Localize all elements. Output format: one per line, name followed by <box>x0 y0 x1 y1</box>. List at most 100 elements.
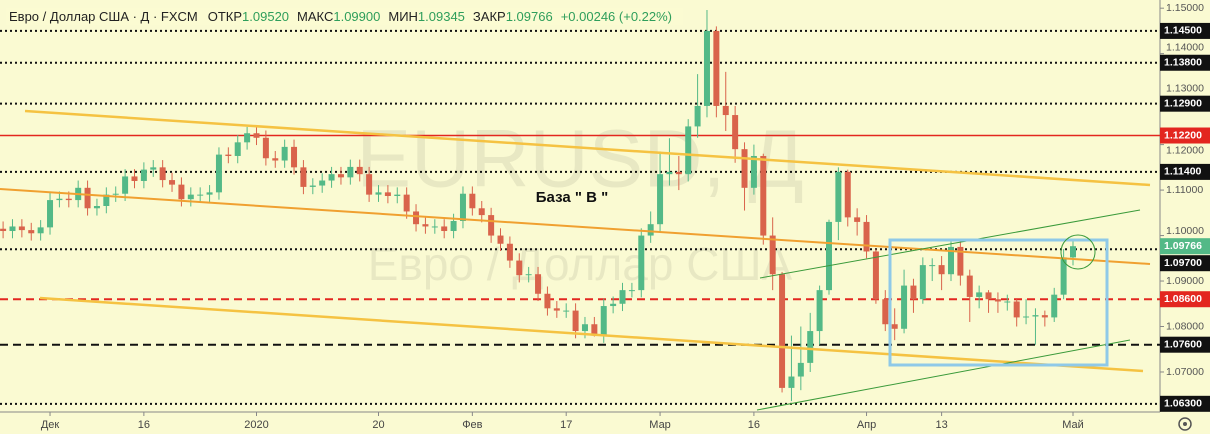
price-level-label-box <box>1160 291 1210 308</box>
candle-body <box>816 290 823 332</box>
candle-body <box>215 154 222 193</box>
trend-line <box>39 296 1144 373</box>
candle-body <box>591 324 598 336</box>
candle-body <box>112 193 119 195</box>
candle-body <box>28 230 35 234</box>
y-tick-label: 1.11000 <box>1166 184 1203 196</box>
price-level-label-box <box>1160 95 1210 112</box>
candle-body <box>272 158 279 161</box>
candle-body <box>854 217 861 222</box>
price-level-label: 1.09700 <box>1164 257 1202 269</box>
y-tick-label: 1.07000 <box>1166 366 1204 378</box>
candle-body <box>901 285 908 329</box>
candle-body <box>197 194 204 196</box>
candle-body <box>497 235 504 244</box>
candle-body <box>713 30 720 106</box>
candle-body <box>685 126 692 175</box>
candle-body <box>300 167 307 187</box>
ohlc-value: 1.09766 <box>505 9 553 24</box>
x-tick-label: Апр <box>857 419 876 431</box>
symbol-header: Евро / Доллар США · Д · FXCM ОТКР1.09520 М… <box>6 8 684 25</box>
candle-body <box>722 105 729 116</box>
settings-icon[interactable] <box>1178 417 1192 431</box>
price-level-label: 1.13800 <box>1164 57 1202 69</box>
candle-body <box>47 200 54 228</box>
highlight-circle <box>1060 234 1096 270</box>
candle-body <box>779 274 786 388</box>
candle-body <box>159 167 166 181</box>
y-tick-label: 1.13000 <box>1166 82 1204 94</box>
candle-body <box>1004 301 1011 303</box>
trend-line <box>0 188 1151 265</box>
x-tick-label: 13 <box>935 419 947 431</box>
price-level-label: 1.06300 <box>1164 398 1202 410</box>
candle-body <box>544 293 551 309</box>
price-change: +0.00246 (+0.22%) <box>560 9 673 24</box>
candle-body <box>9 226 16 232</box>
price-level-label: 1.14500 <box>1164 25 1202 37</box>
candle-body <box>525 274 532 276</box>
candle-body <box>647 224 654 236</box>
candle-body <box>469 193 476 209</box>
candle-body <box>694 105 701 127</box>
candle-body <box>337 174 344 178</box>
candle-body <box>750 155 757 188</box>
price-level-label-box <box>1160 336 1210 353</box>
ohlc-label: МИН <box>388 9 418 24</box>
candle-body <box>1060 257 1067 295</box>
candle-body <box>516 260 523 276</box>
trend-line <box>759 209 1141 279</box>
candle-body <box>413 211 420 225</box>
candle-body <box>178 184 185 200</box>
price-level-label: 1.08600 <box>1164 293 1202 305</box>
candle-body <box>994 299 1001 302</box>
candle-body <box>703 30 710 106</box>
candle-body <box>140 169 147 181</box>
candle-body <box>441 226 448 232</box>
settings-gear[interactable] <box>1178 417 1192 431</box>
x-tick-label: Дек <box>41 419 60 431</box>
candle-body <box>244 133 251 143</box>
candle-body <box>1013 301 1020 318</box>
candle-body <box>572 310 579 332</box>
candle-body <box>581 324 588 332</box>
x-tick-label: Фев <box>462 419 482 431</box>
candle-body <box>985 292 992 300</box>
price-level-label: 1.11400 <box>1164 166 1202 178</box>
candle-body <box>600 306 607 336</box>
candle-body <box>807 331 814 363</box>
candle-body <box>103 194 110 206</box>
settings-gear-hub[interactable] <box>1183 422 1187 426</box>
candle-body <box>459 193 466 222</box>
x-tick-label: Мар <box>649 419 671 431</box>
candle-body <box>253 133 260 138</box>
candle-body <box>788 376 795 388</box>
ohlc-value: 1.09520 <box>242 9 290 24</box>
y-tick-label: 1.15000 <box>1166 2 1204 14</box>
trend-line <box>24 109 1151 187</box>
candle-body <box>225 154 232 156</box>
candle-body <box>863 221 870 252</box>
ohlc-label: ЗАКР <box>472 9 506 24</box>
candle-body <box>882 299 889 325</box>
candle-body <box>638 235 645 291</box>
price-level-label-box <box>1160 395 1210 412</box>
candle-body <box>535 274 542 294</box>
candle-body <box>666 171 673 175</box>
candle-body <box>628 290 635 292</box>
y-tick-label: 1.09000 <box>1166 275 1204 287</box>
candle-body <box>122 176 129 194</box>
price-level-label: 1.12200 <box>1164 129 1202 141</box>
candle-body <box>657 174 664 225</box>
symbol-name: Евро / Доллар США · Д · FXCM <box>9 9 198 24</box>
price-level-label-box <box>1160 163 1210 180</box>
candle-body <box>553 308 560 311</box>
candle-body <box>563 310 570 312</box>
watermark: EURUSD, Д <box>356 114 803 205</box>
candle-body <box>394 194 401 196</box>
candle-body <box>93 206 100 209</box>
plot-background <box>0 0 1160 412</box>
candle-body <box>356 166 363 175</box>
candle-body <box>1070 246 1076 258</box>
candle-body <box>732 115 739 150</box>
